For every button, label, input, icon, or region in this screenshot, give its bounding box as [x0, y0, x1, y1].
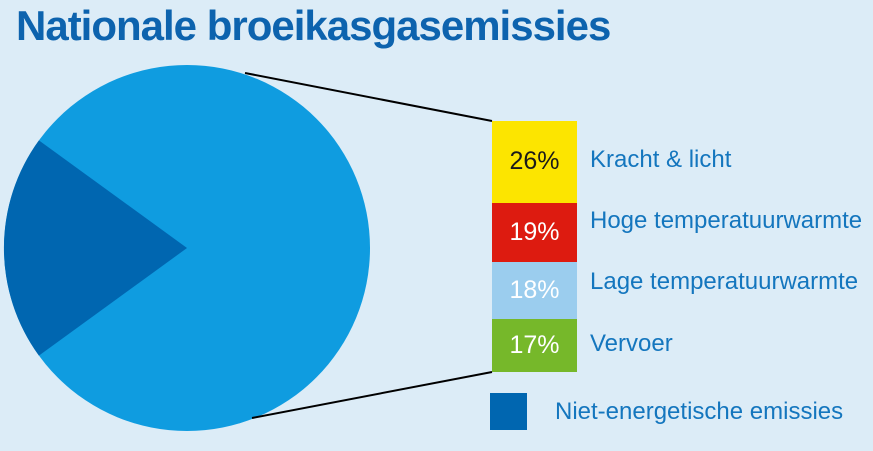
- legend-item-niet-energetische-emissies: Niet-energetische emissies: [490, 393, 843, 430]
- bar-segment-3: 17%: [492, 318, 577, 372]
- category-label-1: Hoge temperatuurwarmte: [590, 207, 863, 234]
- category-label-3: Vervoer: [590, 330, 673, 357]
- legend-swatch-icon: [490, 393, 527, 430]
- category-label-2: Lage temperatuurwarmte: [590, 268, 859, 295]
- bar-segment-2: 18%: [492, 262, 577, 319]
- pie-slice-niet-energetisch: [3, 140, 187, 356]
- bar-segment-pct-2: 18%: [509, 275, 560, 304]
- bar-segment-pct-1: 19%: [509, 217, 560, 246]
- bar-segment-1: 19%: [492, 202, 577, 263]
- leader-line-top: [244, 72, 493, 122]
- detail-bar: 26% 19% 18% 17%: [492, 121, 577, 372]
- category-label-0: Kracht & licht: [590, 146, 732, 173]
- bar-segment-pct-0: 26%: [509, 147, 560, 176]
- leader-line-bottom: [251, 371, 493, 419]
- legend-label: Niet-energetische emissies: [555, 397, 844, 425]
- chart-title: Nationale broeikasgasemissies: [16, 2, 611, 49]
- bar-segment-pct-3: 17%: [509, 330, 560, 359]
- bar-segment-0: 26%: [492, 121, 577, 203]
